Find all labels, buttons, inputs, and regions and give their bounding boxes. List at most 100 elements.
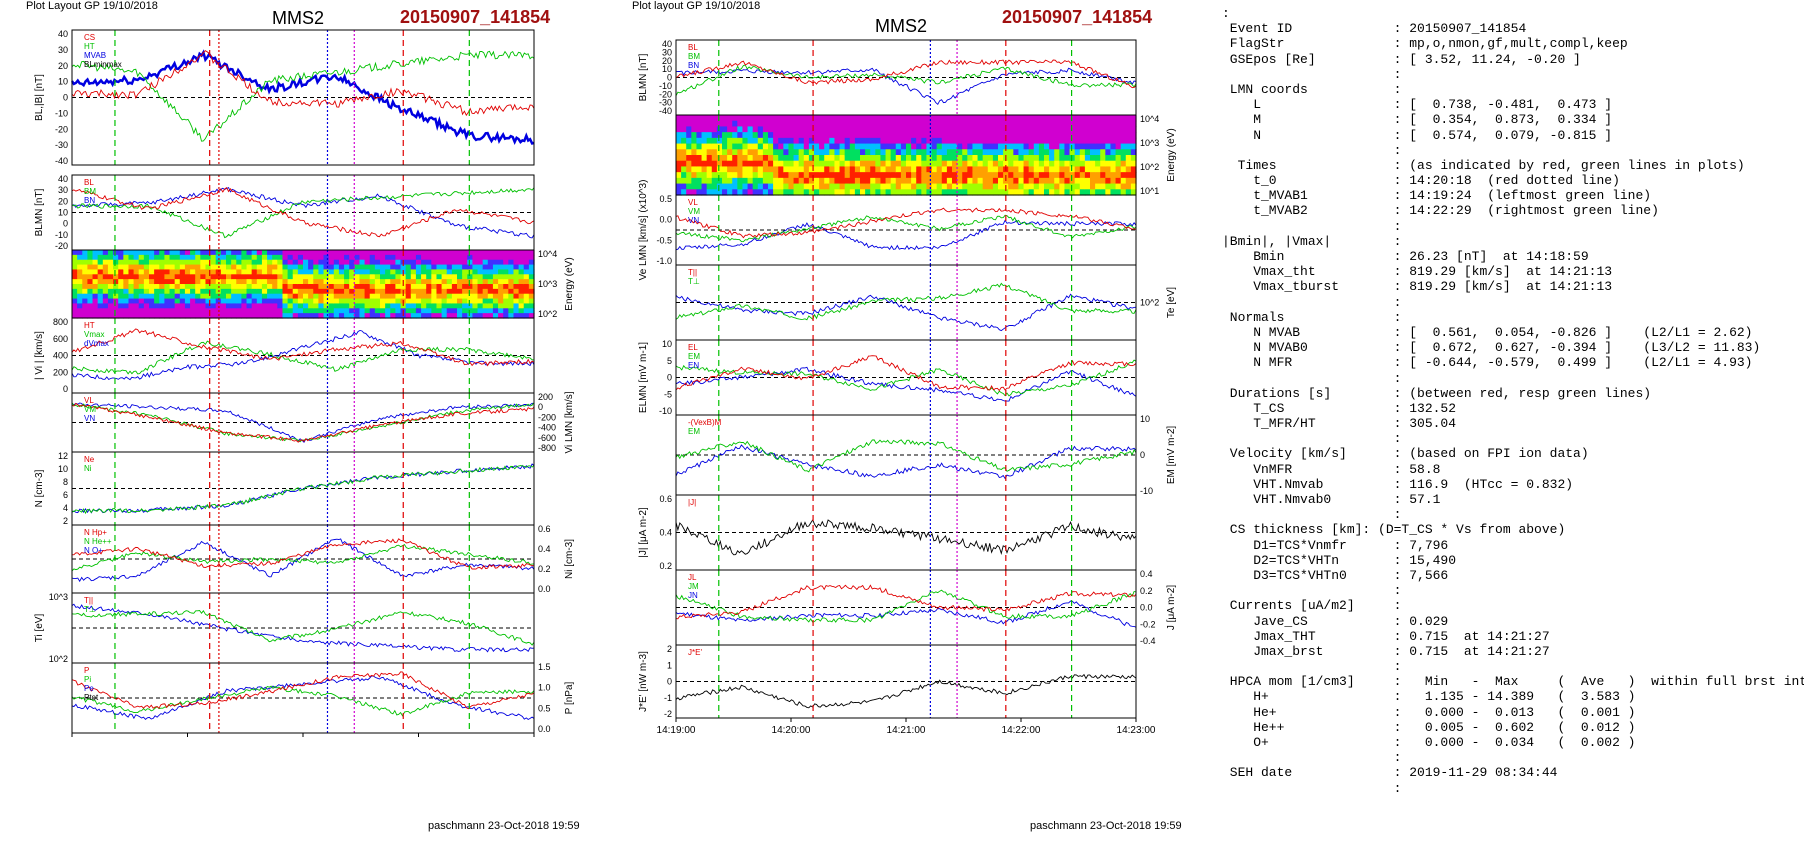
heatmap-cell (895, 132, 902, 139)
heatmap-cell (952, 166, 958, 173)
heatmap-cell (1090, 137, 1096, 145)
heatmap-cell (742, 115, 749, 122)
heatmap-cell (737, 132, 744, 139)
heatmap-cell (1054, 137, 1060, 145)
y-axis-label: EM [mV m-2] (1166, 426, 1177, 485)
heatmap-cell (426, 288, 432, 295)
heatmap-cell (686, 120, 692, 128)
heatmap-cell (1090, 155, 1096, 162)
heatmap-cell (354, 298, 361, 305)
heatmap-cell (426, 274, 432, 280)
heatmap-cell (77, 293, 83, 300)
heatmap-cell (691, 132, 698, 139)
heatmap-cell (323, 293, 330, 300)
heatmap-cell (865, 189, 871, 196)
heatmap-cell (138, 274, 145, 280)
heatmap-cell (849, 137, 856, 145)
heatmap-cell (333, 264, 340, 271)
heatmap-cell (676, 143, 682, 150)
heatmap-cell (865, 155, 871, 162)
heatmap-cell (467, 293, 473, 300)
heatmap-cell (844, 132, 851, 139)
heatmap-cell (267, 298, 273, 305)
heatmap-cell (441, 303, 448, 309)
heatmap-cell (179, 279, 186, 285)
heatmap-cell (732, 189, 738, 196)
heatmap-cell (77, 284, 83, 290)
heatmap-cell (436, 274, 443, 280)
heatmap-cell (287, 269, 294, 275)
heatmap-cell (220, 254, 227, 261)
heatmap-cell (190, 288, 196, 295)
heatmap-cell (875, 115, 882, 122)
heatmap-cell (752, 137, 759, 145)
heatmap-cell (1033, 132, 1040, 139)
heatmap-cell (711, 189, 718, 196)
heatmap-cell (1105, 155, 1112, 162)
heatmap-cell (1044, 126, 1050, 133)
heatmap-cell (267, 308, 273, 314)
heatmap-cell (421, 250, 427, 256)
heatmap-cell (696, 172, 703, 179)
heatmap-cell (400, 254, 407, 261)
heatmap-cell (410, 293, 417, 300)
heatmap-cell (808, 149, 815, 156)
heatmap-cell (1023, 120, 1030, 128)
heatmap-cell (757, 189, 764, 196)
heatmap-cell (272, 279, 278, 285)
heatmap-cell (405, 250, 412, 256)
heatmap-cell (952, 149, 958, 156)
heatmap-cell (701, 166, 708, 173)
heatmap-cell (528, 269, 535, 275)
heatmap-cell (492, 274, 499, 280)
heatmap-cell (200, 308, 207, 314)
heatmap-cell (354, 293, 361, 300)
heatmap-cell (457, 313, 463, 319)
heatmap-cell (179, 303, 186, 309)
heatmap-cell (844, 160, 851, 168)
heatmap-cell (431, 308, 438, 314)
series-line (71, 330, 535, 381)
heatmap-cell (931, 189, 938, 196)
heatmap-cell (778, 132, 784, 139)
heatmap-cell (1003, 120, 1009, 128)
heatmap-cell (921, 160, 928, 168)
heatmap-cell (1049, 143, 1055, 150)
heatmap-cell (916, 177, 922, 185)
heatmap-cell (803, 172, 810, 179)
heatmap-cell (747, 172, 754, 179)
heatmap-cell (92, 250, 99, 256)
heatmap-cell (277, 259, 284, 266)
heatmap-cell (798, 189, 805, 196)
y-tick-label: 1 (667, 660, 672, 670)
heatmap-cell (200, 313, 207, 319)
heatmap-cell (793, 155, 800, 162)
heatmap-cell (977, 120, 984, 128)
heatmap-cell (1018, 149, 1025, 156)
heatmap-cell (747, 126, 754, 133)
heatmap-cell (1100, 177, 1106, 185)
heatmap-cell (911, 132, 917, 139)
heatmap-cell (798, 143, 805, 150)
heatmap-cell (906, 115, 912, 122)
heatmap-cell (82, 288, 88, 295)
heatmap-cell (722, 137, 728, 145)
heatmap-cell (875, 126, 882, 133)
heatmap-cell (982, 132, 989, 139)
heatmap-cell (477, 279, 484, 285)
heatmap-cell (686, 126, 692, 133)
heatmap-cell (513, 284, 520, 290)
heatmap-cell (1130, 177, 1137, 185)
heatmap-cell (390, 259, 396, 266)
y-tick-label: 0.6 (659, 494, 672, 504)
heatmap-cell (686, 177, 692, 185)
heatmap-cell (900, 160, 907, 168)
heatmap-cell (1105, 183, 1112, 190)
heatmap-cell (184, 308, 191, 314)
heatmap-cell (819, 160, 825, 168)
heatmap-cell (875, 166, 882, 173)
heatmap-cell (1095, 166, 1101, 173)
heatmap-cell (451, 264, 458, 271)
heatmap-cell (1059, 132, 1066, 139)
heatmap-cell (97, 254, 104, 261)
